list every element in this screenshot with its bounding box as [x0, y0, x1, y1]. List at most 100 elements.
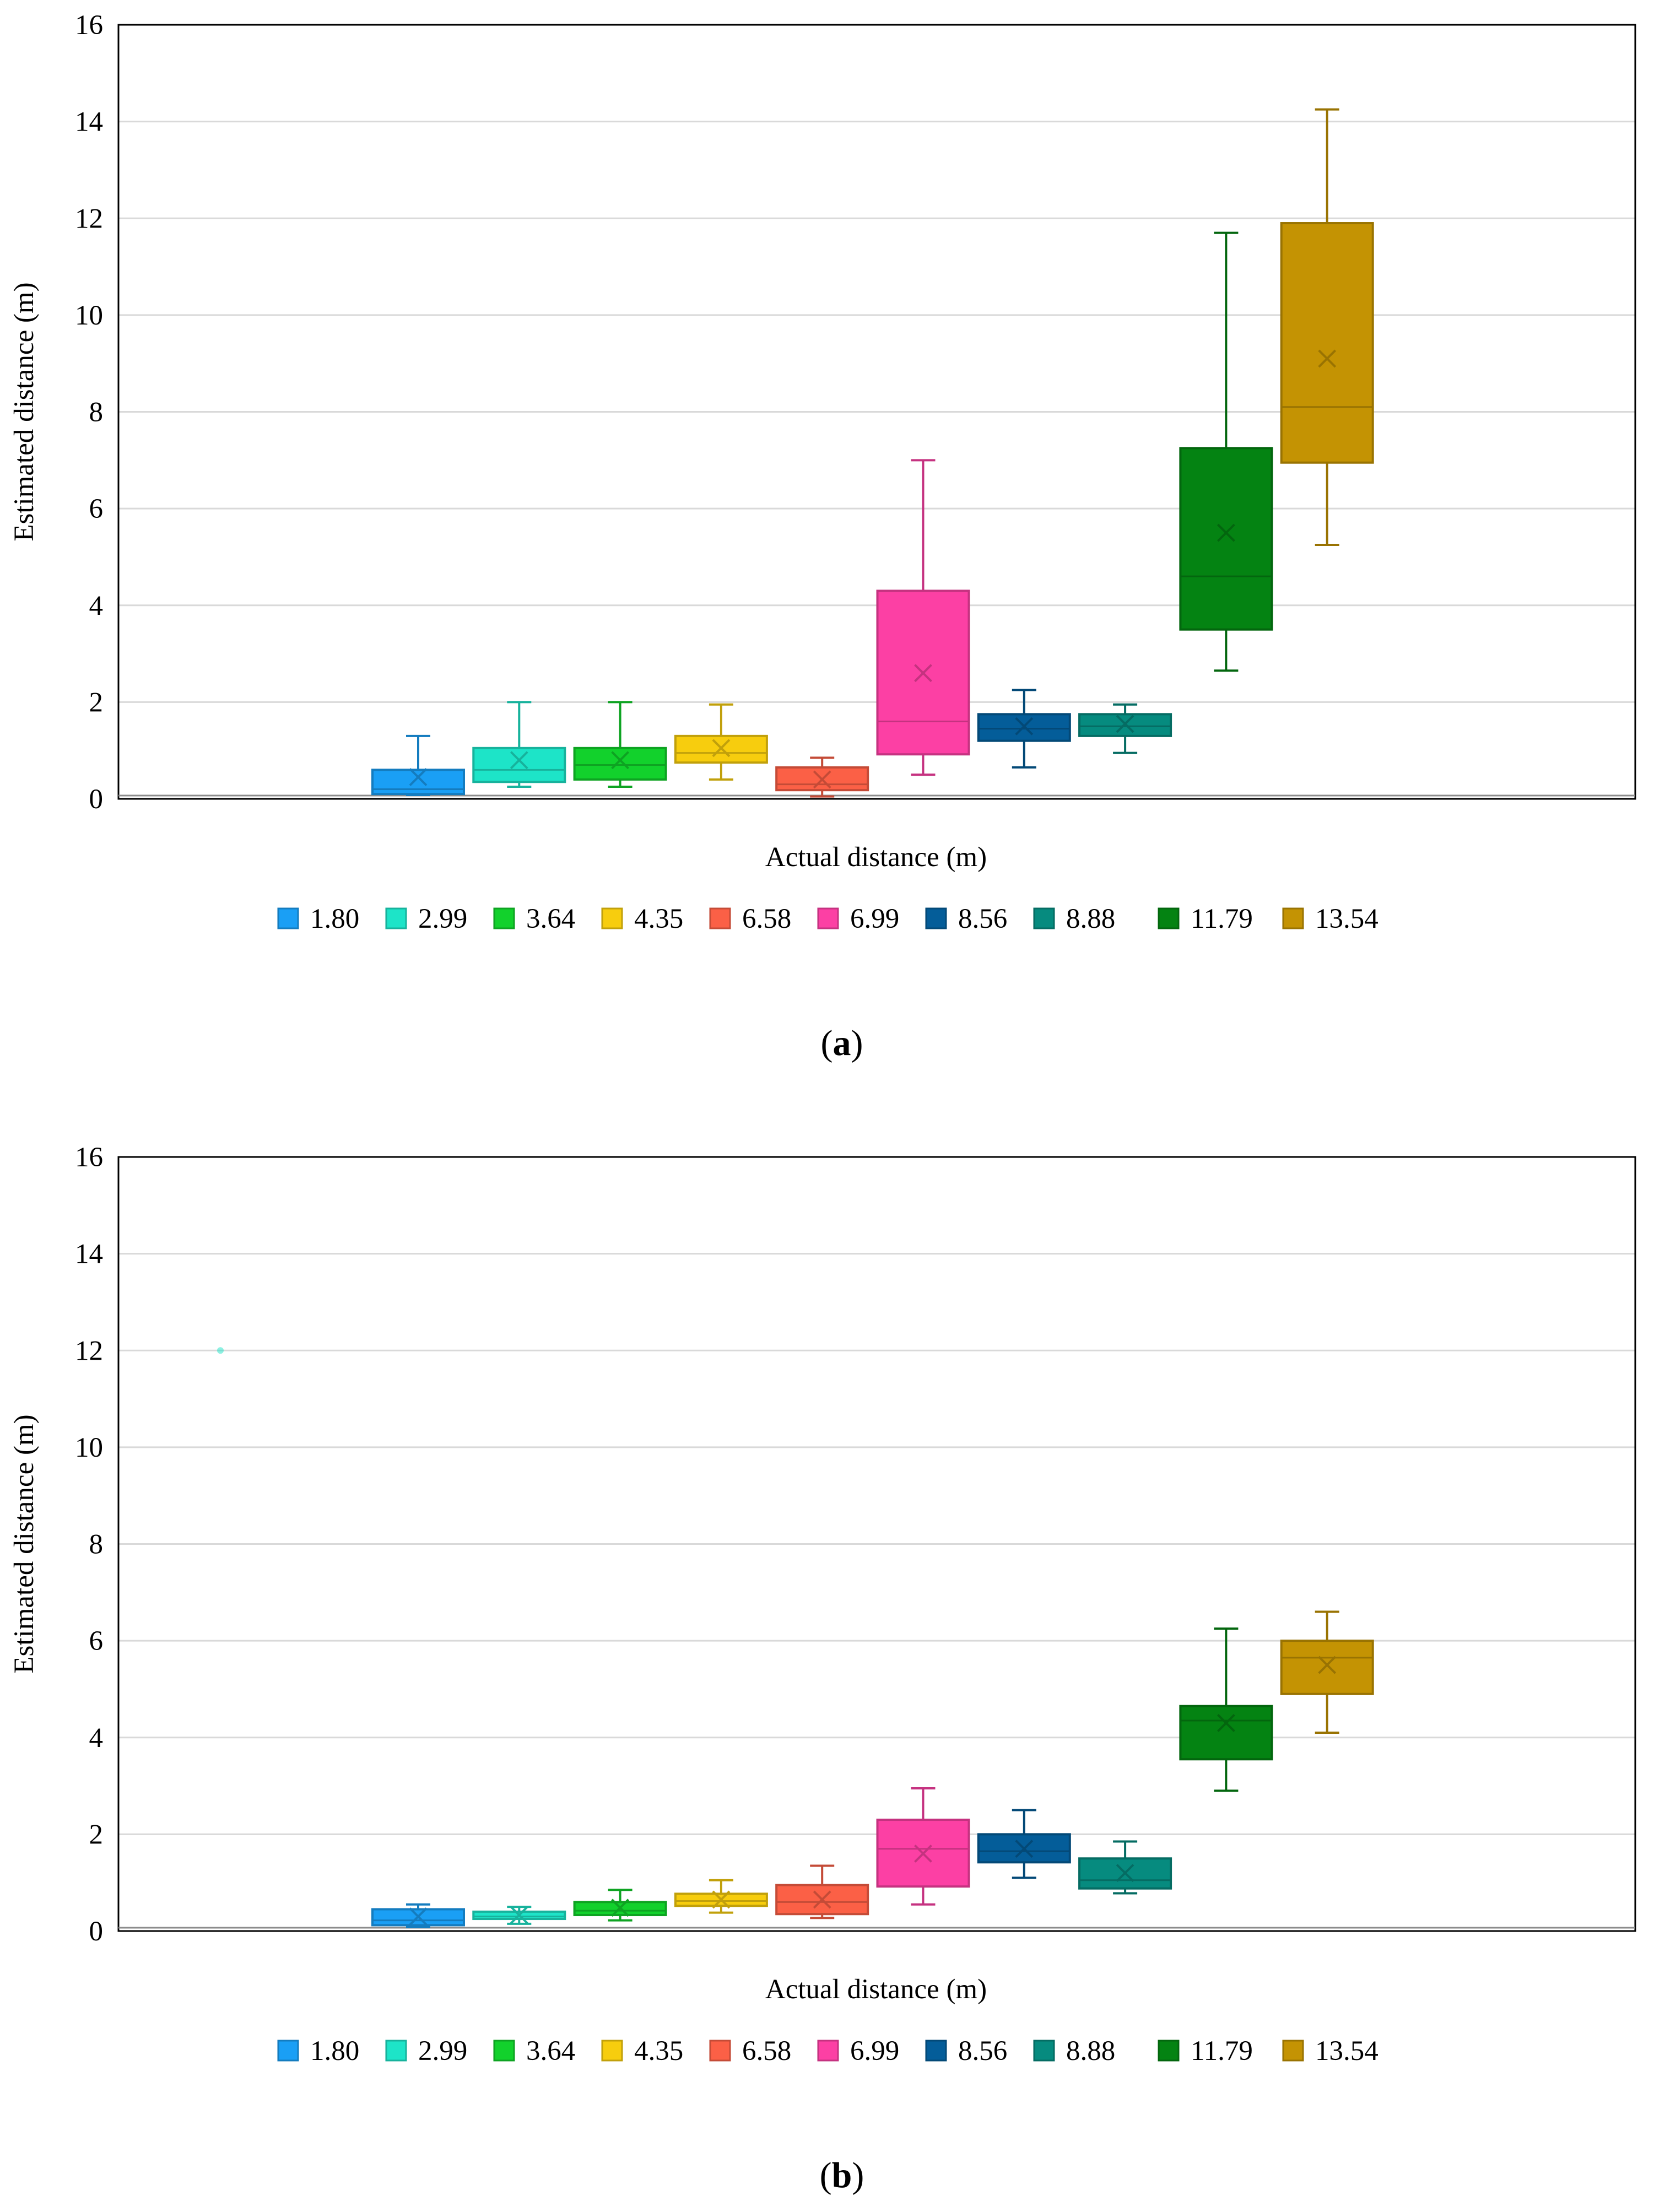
box-iqr	[472, 747, 566, 783]
plot-frame	[117, 24, 1636, 800]
y-tick-label: 10	[75, 1432, 103, 1463]
box-13-54	[1280, 108, 1374, 546]
caption-close-paren: )	[851, 1023, 863, 1063]
y-tick-label: 10	[75, 300, 103, 331]
legend-item: 11.79	[1158, 2036, 1253, 2067]
y-axis-title: Estimated distance (m)	[9, 1414, 40, 1673]
legend-label: 8.88	[1066, 2036, 1115, 2067]
legend-item: 6.58	[709, 904, 791, 934]
y-tick-label: 2	[89, 1819, 104, 1850]
legend-label: 13.54	[1315, 2036, 1379, 2067]
legend-swatch	[925, 2040, 947, 2062]
box-6-58	[775, 1864, 869, 1919]
y-tick-label: 0	[89, 1916, 104, 1947]
box-1-80	[371, 1903, 465, 1928]
legend-label: 8.56	[958, 904, 1007, 934]
legend-label: 8.88	[1066, 904, 1115, 934]
legend-swatch	[1033, 907, 1055, 929]
y-tick-label: 6	[89, 1626, 104, 1657]
legend-swatch	[817, 2040, 839, 2062]
mean-marker	[1116, 715, 1134, 733]
mean-marker	[1217, 523, 1235, 542]
legend-swatch	[277, 2040, 299, 2062]
y-tick-label: 12	[75, 1335, 103, 1366]
x-axis-title: Actual distance (m)	[765, 842, 987, 873]
mean-marker	[712, 1890, 731, 1909]
legend-swatch	[925, 907, 947, 929]
box-2-99	[472, 1906, 566, 1925]
legend-label: 4.35	[634, 904, 683, 934]
legend-item: 3.64	[493, 904, 575, 934]
mean-marker	[611, 751, 630, 770]
mean-marker	[409, 1907, 428, 1926]
legend-label: 8.56	[958, 2036, 1007, 2067]
mean-marker	[409, 768, 428, 786]
mean-marker	[510, 751, 528, 770]
box-4-35	[674, 1879, 768, 1914]
legend-item: 1.80	[277, 904, 359, 934]
box-iqr	[1280, 222, 1374, 464]
legend-swatch	[601, 2040, 623, 2062]
legend-item: 2.99	[385, 904, 467, 934]
caption-open-paren: (	[821, 1023, 833, 1063]
legend-item: 8.88	[1033, 2036, 1115, 2067]
box-3-64	[573, 1889, 667, 1922]
box-iqr	[1179, 1705, 1273, 1761]
caption-letter: b	[832, 2155, 852, 2195]
mean-marker	[914, 664, 932, 683]
box-1-80	[371, 734, 465, 796]
y-tick-label: 4	[89, 1723, 104, 1754]
box-6-58	[775, 756, 869, 798]
legend-label: 3.64	[526, 904, 575, 934]
legend-item: 4.35	[601, 904, 683, 934]
legend-item: 8.88	[1033, 904, 1115, 934]
box-8-56	[977, 689, 1071, 769]
legend-item: 8.56	[925, 904, 1007, 934]
mean-marker	[1318, 349, 1337, 368]
legend-swatch	[277, 907, 299, 929]
box-iqr	[674, 734, 768, 764]
legend-swatch	[1282, 2040, 1304, 2062]
y-tick-label: 4	[89, 591, 104, 621]
legend-swatch	[601, 907, 623, 929]
legend-swatch	[385, 2040, 407, 2062]
box-8-56	[977, 1809, 1071, 1879]
plot-frame	[117, 1156, 1636, 1932]
box-3-64	[573, 701, 667, 788]
legend-label: 6.99	[850, 904, 899, 934]
mean-marker	[813, 1890, 831, 1909]
outlier-point	[217, 1347, 224, 1354]
box-iqr	[1179, 447, 1273, 631]
mean-marker	[510, 1906, 528, 1924]
legend-item: 4.35	[601, 2036, 683, 2067]
legend-label: 6.99	[850, 2036, 899, 2067]
mean-marker	[611, 1899, 630, 1917]
y-tick-label: 14	[75, 107, 103, 138]
box-11-79	[1179, 1627, 1273, 1792]
box-8-88	[1078, 703, 1172, 754]
legend-label: 11.79	[1191, 904, 1253, 934]
legend-swatch	[1282, 907, 1304, 929]
y-tick-label: 8	[89, 397, 104, 428]
box-4-35	[674, 703, 768, 781]
legend-swatch	[709, 907, 731, 929]
box-iqr	[1280, 1640, 1374, 1695]
panel-caption: (b)	[820, 2155, 864, 2195]
panel-caption: (a)	[821, 1023, 863, 1063]
legend-item: 8.56	[925, 2036, 1007, 2067]
legend-item: 13.54	[1282, 2036, 1379, 2067]
mean-marker	[1318, 1656, 1337, 1674]
mean-marker	[1116, 1864, 1134, 1883]
mean-marker	[1015, 717, 1034, 735]
legend-item: 2.99	[385, 2036, 467, 2067]
y-axis-title: Estimated distance (m)	[9, 282, 40, 541]
legend-item: 11.79	[1158, 904, 1253, 934]
caption-letter: a	[833, 1023, 851, 1063]
legend-label: 13.54	[1315, 904, 1379, 934]
box-6-99	[876, 459, 970, 776]
y-tick-label: 2	[89, 687, 104, 718]
legend-label: 4.35	[634, 2036, 683, 2067]
mean-marker	[813, 770, 831, 789]
legend-item: 6.99	[817, 2036, 899, 2067]
